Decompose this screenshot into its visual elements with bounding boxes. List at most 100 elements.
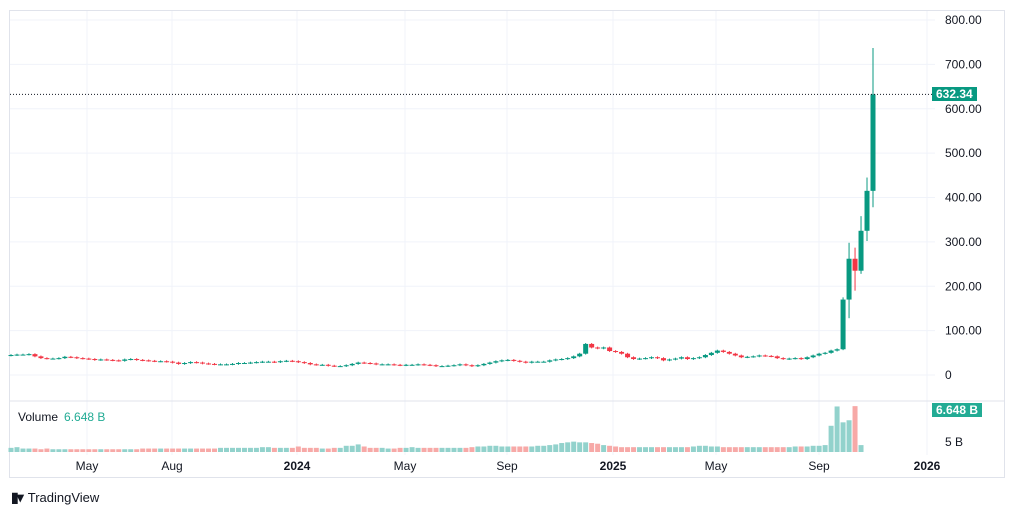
candle-body <box>481 363 487 366</box>
volume-bar <box>666 447 672 452</box>
candle-body <box>517 360 523 362</box>
candle-body <box>38 356 44 359</box>
volume-bar <box>726 447 732 452</box>
candle-body <box>176 362 182 364</box>
last-volume-tag: 6.648 B <box>932 403 983 417</box>
volume-bar <box>116 449 122 452</box>
candle-body <box>840 299 846 350</box>
volume-bar <box>493 445 499 452</box>
candle-body <box>451 365 457 367</box>
volume-bar <box>684 447 690 452</box>
candle-body <box>768 355 774 357</box>
volume-bar <box>164 448 170 452</box>
price-axis-label: 100.00 <box>945 324 982 338</box>
price-axis-label: 600.00 <box>945 102 982 116</box>
volume-bar <box>325 448 331 452</box>
volume-bar <box>625 447 631 452</box>
volume-bar <box>80 449 86 452</box>
volume-bar <box>672 447 678 452</box>
candle-body <box>756 355 762 357</box>
volume-bar <box>708 446 714 452</box>
candle-body <box>110 359 116 361</box>
candle-body <box>810 355 816 358</box>
candle-body <box>714 350 720 353</box>
volume-bar <box>146 448 152 452</box>
volume-bar <box>379 447 385 452</box>
candle-body <box>846 258 852 300</box>
volume-bar <box>134 449 140 452</box>
candle-body <box>726 351 732 354</box>
candle-body <box>589 343 595 348</box>
volume-bar <box>559 443 565 452</box>
candle-body <box>140 359 146 361</box>
volume-bar <box>403 447 409 452</box>
volume-bar <box>247 447 253 452</box>
candle-body <box>457 364 463 366</box>
candle-body <box>834 349 840 351</box>
volume-bar <box>188 448 194 452</box>
volume-bar <box>589 443 595 452</box>
volume-bar <box>804 446 810 452</box>
volume-bar <box>259 447 265 452</box>
volume-bar <box>798 446 804 452</box>
candle-body <box>235 363 241 365</box>
volume-bar <box>469 447 475 452</box>
volume-bar <box>433 447 439 452</box>
candle-body <box>529 361 535 363</box>
volume-bar <box>14 447 20 452</box>
time-axis-label: May <box>705 459 728 473</box>
volume-bar <box>271 447 277 452</box>
price-axis-label: 200.00 <box>945 279 982 293</box>
candle-body <box>26 354 32 356</box>
volume-bar <box>206 448 212 452</box>
candle-body <box>331 365 337 367</box>
volume-bar <box>780 447 786 452</box>
volume-bar <box>355 444 361 452</box>
volume-bar <box>595 443 601 452</box>
candle-body <box>86 358 92 360</box>
candle-body <box>206 363 212 365</box>
volume-bar <box>451 447 457 452</box>
volume-bar <box>361 446 367 452</box>
candle-body <box>283 360 289 362</box>
volume-bar <box>391 448 397 452</box>
volume-bar <box>265 447 271 452</box>
candle-body <box>98 359 104 361</box>
volume-bar <box>535 445 541 452</box>
volume-bar <box>696 445 702 452</box>
candle-body <box>319 364 325 366</box>
volume-bar <box>289 447 295 452</box>
tradingview-logo[interactable]: ▮▾ TradingView <box>11 489 99 506</box>
volume-bar <box>529 446 535 452</box>
volume-bar <box>92 449 98 452</box>
price-axis-label: 700.00 <box>945 57 982 71</box>
time-axis-label: Aug <box>161 459 182 473</box>
candle-body <box>559 359 565 361</box>
candle-body <box>170 361 176 363</box>
candle-body <box>625 353 631 358</box>
last-price-tag: 632.34 <box>932 87 977 101</box>
volume-bar <box>822 445 828 452</box>
candle-body <box>547 360 553 362</box>
volume-bar <box>601 445 607 452</box>
candle-body <box>301 362 307 364</box>
candle-body <box>307 363 313 365</box>
volume-bar <box>409 447 415 452</box>
candle-body <box>678 357 684 359</box>
candle-body <box>355 362 361 364</box>
candle-body <box>361 362 367 364</box>
candle-body <box>337 366 343 368</box>
volume-bar <box>277 447 283 452</box>
volume-bar <box>828 425 834 452</box>
volume-bar <box>26 448 32 452</box>
candle-body <box>798 358 804 360</box>
candle-body <box>696 357 702 359</box>
candle-body <box>152 360 158 362</box>
candle-body <box>493 361 499 363</box>
candle-body <box>164 361 170 363</box>
volume-bar <box>307 447 313 452</box>
candle-body <box>134 359 140 361</box>
volume-legend: Volume 6.648 B <box>18 410 105 424</box>
